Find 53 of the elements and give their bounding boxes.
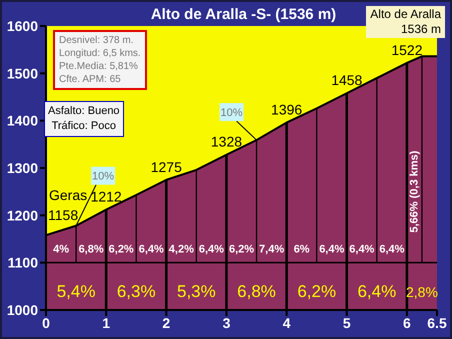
y-tick-label: 1600 (6, 18, 38, 34)
annotation: Tráfico: Poco (50, 119, 117, 134)
y-tick-label: 1400 (6, 112, 38, 129)
annotation: 6,3% (116, 282, 156, 302)
annotation: Desnivel: 378 m. (59, 34, 134, 47)
annotation: Cfte. APM: 65 (59, 73, 122, 86)
data-label: 1328 (210, 134, 242, 150)
annotation: 4% (53, 243, 70, 256)
data-label: 1158 (48, 207, 78, 224)
annotation: 6,4% (379, 243, 405, 256)
x-tick-label: 3 (222, 314, 231, 331)
annotation: 6,4% (138, 243, 164, 256)
x-tick-label: 2 (162, 314, 170, 331)
annotation: 6,4% (198, 243, 224, 256)
data-label: 1275 (150, 158, 182, 175)
annotation: 6,2% (297, 282, 336, 302)
y-tick-label: 1200 (6, 207, 38, 224)
annotation: 6% (294, 243, 310, 256)
annotation: Asfalto: Bueno (48, 104, 120, 119)
data-label: 1396 (271, 102, 302, 118)
annotation: 5,66% (0,3 kms) (408, 150, 420, 233)
data-label: 1458 (331, 72, 363, 88)
annotation: 6,8% (237, 282, 276, 302)
x-tick-label: 0 (42, 314, 50, 331)
text: Alto de Aralla (370, 7, 441, 22)
chart-title: Alto de Aralla -S- (1536 m) (150, 6, 336, 23)
annotation: Geras (49, 187, 88, 204)
x-tick-label: 6 (403, 314, 412, 331)
annotation: 6,8% (78, 243, 104, 256)
y-tick-label: 1100 (8, 254, 38, 271)
annotation: 6,2% (228, 243, 254, 256)
annotation: 1536 m (400, 22, 441, 37)
annotation: 10% (92, 170, 114, 183)
annotation: 5,3% (177, 282, 216, 302)
y-tick-label: 1000 (6, 302, 38, 318)
annotation: 6,4% (319, 243, 344, 256)
annotation: Pte.Media: 5,81% (59, 60, 139, 73)
annotation: Longitud: 6,5 kms. (59, 47, 141, 60)
x-tick-label: 6.5 (427, 314, 447, 331)
annotation: 10% (220, 107, 243, 120)
x-tick-label: 1 (102, 314, 110, 331)
data-label: 1522 (391, 42, 423, 58)
annotation: 6,4% (349, 243, 375, 256)
annotation: 4,2% (168, 243, 194, 256)
y-tick-label: 1500 (6, 65, 38, 82)
x-tick-label: 5 (342, 314, 351, 331)
y-tick-label: 1300 (6, 160, 38, 176)
annotation: 7,4% (259, 243, 284, 256)
annotation: 6,2% (108, 243, 134, 256)
x-tick-label: 4 (282, 314, 291, 331)
annotation: 5,4% (56, 282, 96, 302)
annotation: 6,4% (357, 282, 396, 302)
data-label: 1212 (90, 188, 122, 205)
